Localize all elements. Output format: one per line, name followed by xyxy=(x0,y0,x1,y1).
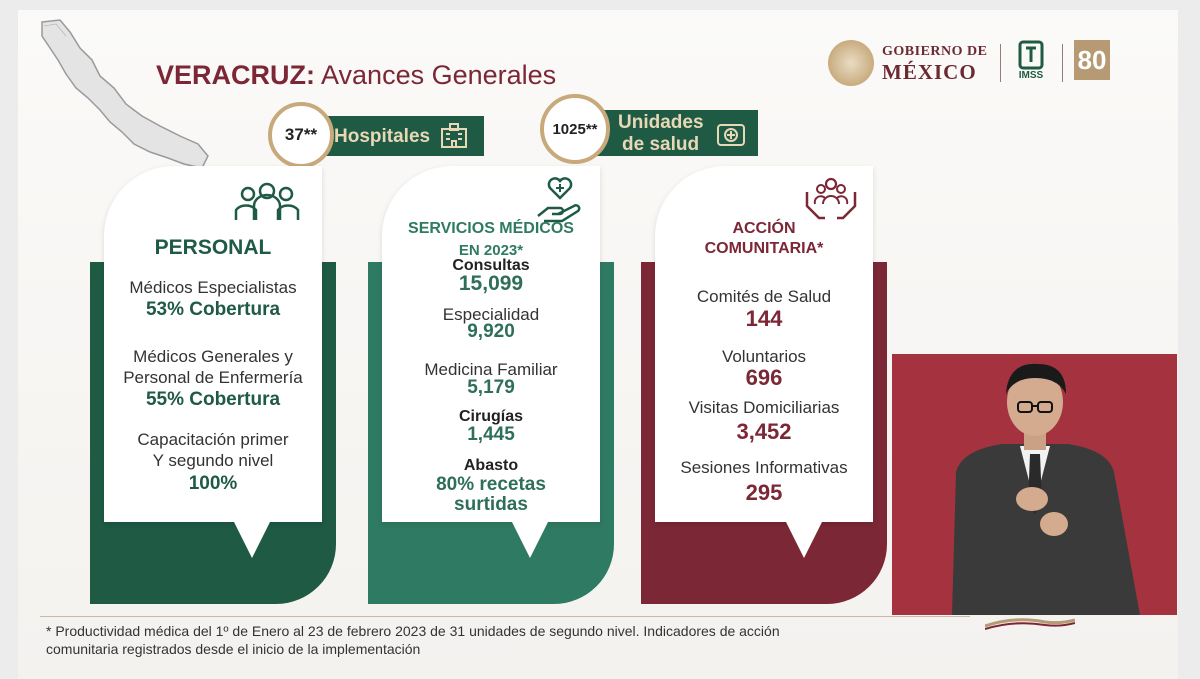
voluntarios-value: 696 xyxy=(745,365,783,390)
item1-label: Médicos Especialistas xyxy=(129,278,297,297)
sesiones-label: Sesiones Informativas xyxy=(680,458,848,477)
imss-text: IMSS xyxy=(1018,70,1044,81)
medical-kit-icon xyxy=(717,124,745,146)
visitas-value: 3,452 xyxy=(736,419,792,444)
personal-card: PERSONAL Médicos Especialistas 53% Cober… xyxy=(104,166,322,522)
card-pointer xyxy=(234,522,270,558)
item2-label-2: Personal de Enfermería xyxy=(123,368,303,387)
gob-line2: MÉXICO xyxy=(882,60,977,84)
unidades-count: 1025** xyxy=(540,94,610,164)
unidades-label2: de salud xyxy=(622,134,700,155)
card-pointer xyxy=(786,522,822,558)
footnote-line-1: * Productividad médica del 1º de Enero a… xyxy=(46,623,780,639)
familiar-value: 5,179 xyxy=(467,377,515,398)
footnote: * Productividad médica del 1º de Enero a… xyxy=(46,622,966,658)
cirugias-label: Cirugías xyxy=(458,408,523,425)
footnote-line-2: comunitaria registrados desde el inicio … xyxy=(46,641,421,657)
card-pointer xyxy=(512,522,548,558)
comunitaria-heading-1: ACCIÓN xyxy=(732,220,796,237)
abasto-value-2: surtidas xyxy=(454,494,528,515)
sesiones-value: 295 xyxy=(745,480,783,505)
heart-hand-icon xyxy=(537,177,581,223)
comunitaria-card: ACCIÓN COMUNITARIA* Comités de Salud 144… xyxy=(655,166,873,522)
consultas-value: 15,099 xyxy=(458,272,524,295)
people-group-icon xyxy=(234,182,300,220)
sign-language-interpreter-video xyxy=(892,354,1177,615)
especialidad-label: Especialidad xyxy=(442,305,540,324)
frame-left xyxy=(0,0,18,679)
abasto-label: Abasto xyxy=(463,457,519,474)
hospitales-count: 37** xyxy=(268,102,334,168)
item2-label-1: Médicos Generales y xyxy=(133,347,293,366)
item2-value: 55% Cobertura xyxy=(145,389,281,410)
divider xyxy=(1062,44,1063,82)
frame-right xyxy=(1178,0,1200,679)
item3-label-2: Y segundo nivel xyxy=(152,451,274,470)
hospitales-label: Hospitales xyxy=(334,126,431,147)
comunitaria-heading-2: COMUNITARIA* xyxy=(704,240,824,257)
title-bold: VERACRUZ: xyxy=(156,60,315,90)
abasto-value-1: 80% recetas xyxy=(436,474,546,495)
title-rest: Avances Generales xyxy=(315,60,557,90)
frame-top xyxy=(0,0,1200,10)
veracruz-map-icon xyxy=(41,19,209,169)
servicios-heading-2: EN 2023* xyxy=(458,242,524,259)
interpreter-figure-icon xyxy=(952,363,1140,615)
eagle-seal-icon xyxy=(828,40,874,86)
servicios-card: SERVICIOS MÉDICOS EN 2023* Consultas 15,… xyxy=(382,166,600,522)
comites-value: 144 xyxy=(745,306,783,331)
cirugias-value: 1,445 xyxy=(467,424,515,445)
servicios-heading-1: SERVICIOS MÉDICOS xyxy=(408,220,574,237)
personal-heading: PERSONAL xyxy=(154,236,272,259)
visitas-label: Visitas Domiciliarias xyxy=(688,398,840,417)
hospital-building-icon xyxy=(441,123,467,148)
divider xyxy=(1000,44,1001,82)
familiar-label: Medicina Familiar xyxy=(424,360,558,379)
footer-divider xyxy=(40,616,970,617)
80-anos-logo: 80 xyxy=(1074,40,1110,80)
imss-logo-icon xyxy=(1018,40,1044,70)
gobierno-logo: GOBIERNO DE MÉXICO IMSS 80 xyxy=(828,38,1110,88)
community-hands-icon xyxy=(805,177,857,220)
hospitales-badge: 37** Hospitales xyxy=(268,102,484,168)
especialidad-value: 9,920 xyxy=(467,321,515,342)
unidades-badge: 1025** Unidades de salud xyxy=(540,94,758,164)
comites-label: Comités de Salud xyxy=(696,287,832,306)
item1-value: 53% Cobertura xyxy=(145,299,281,320)
unidades-label1: Unidades xyxy=(618,112,704,133)
consultas-label: Consultas xyxy=(452,257,530,274)
gob-line1: GOBIERNO DE xyxy=(882,44,988,59)
decorative-ribbon-icon xyxy=(985,618,1075,630)
item3-label-1: Capacitación primer xyxy=(137,430,289,449)
page-title: VERACRUZ: Avances Generales xyxy=(156,60,556,91)
voluntarios-label: Voluntarios xyxy=(721,347,807,366)
item3-value: 100% xyxy=(188,473,238,494)
